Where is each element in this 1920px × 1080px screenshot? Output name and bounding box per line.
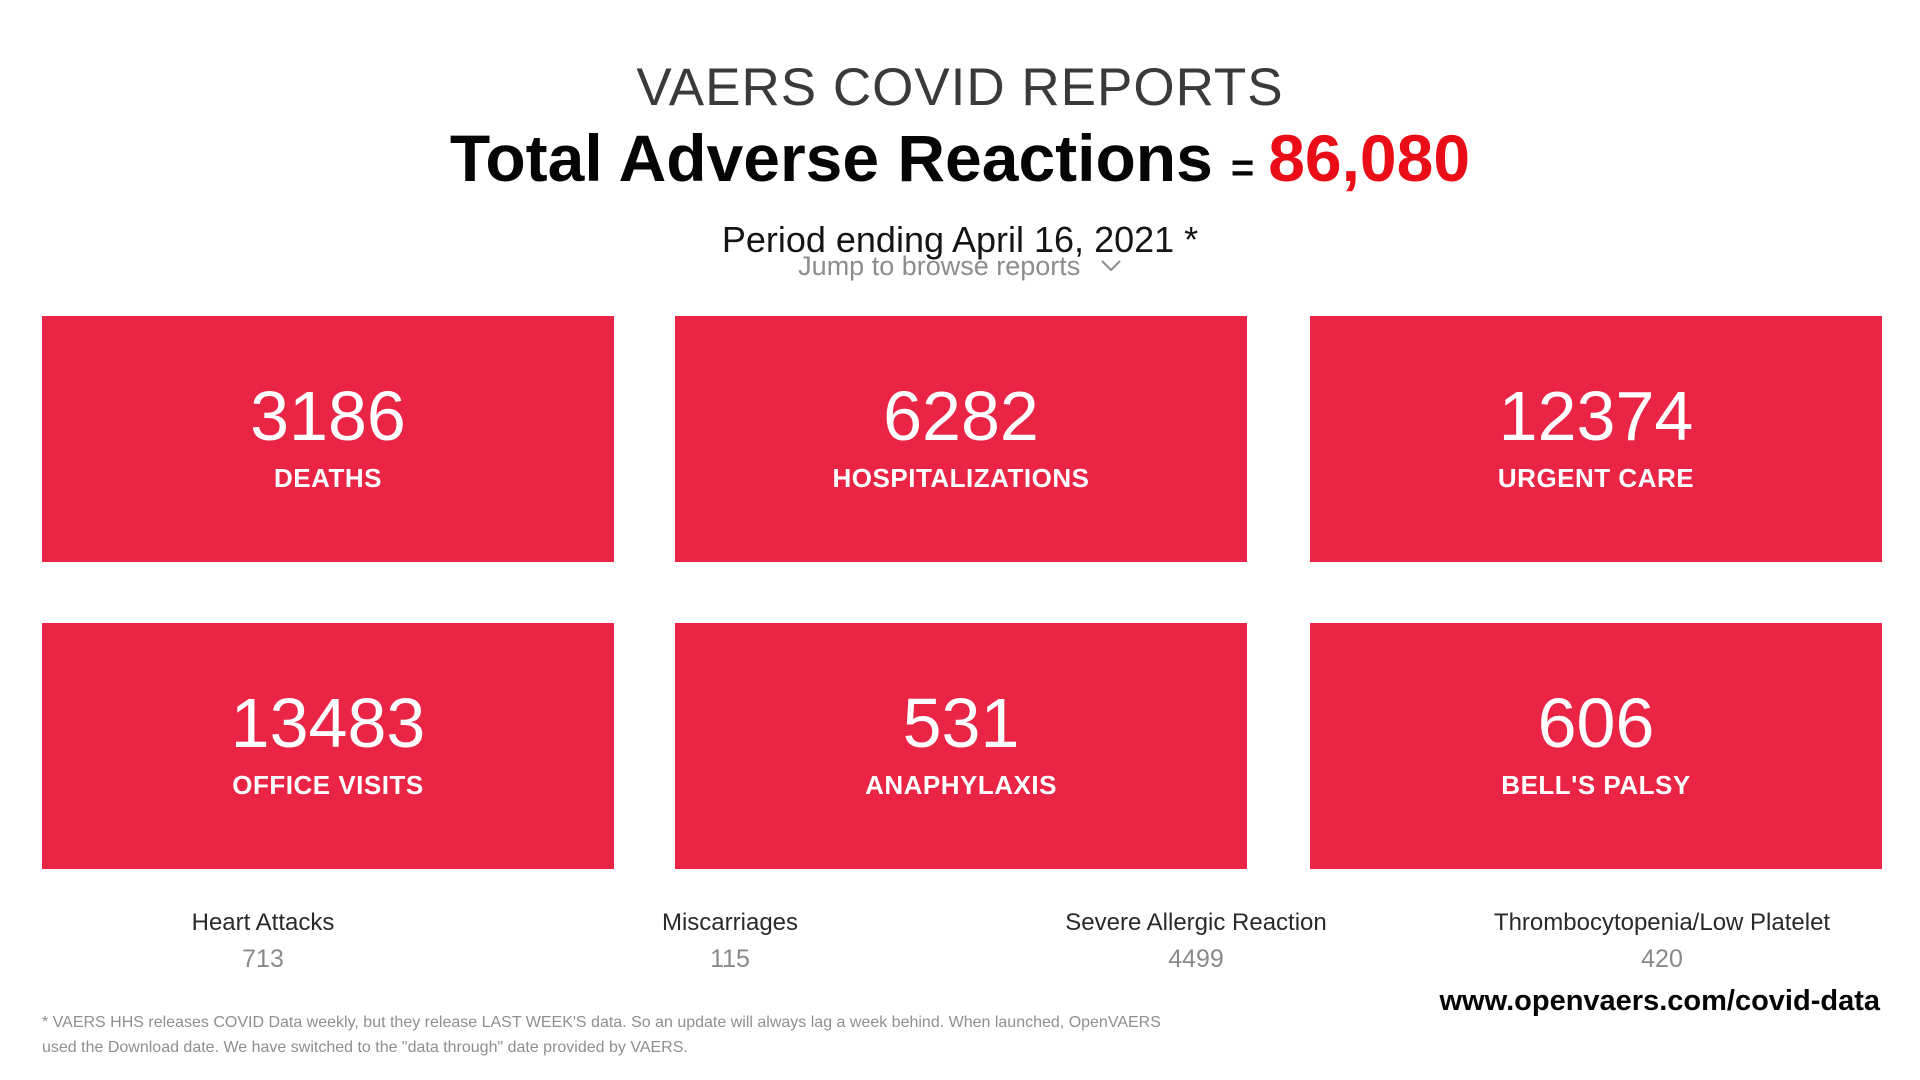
stat-label: Thrombocytopenia/Low Platelet	[1493, 909, 1831, 936]
card-label: OFFICE VISITS	[232, 770, 424, 800]
page-title: Total Adverse Reactions = 86,080	[0, 120, 1920, 215]
card-value: 12374	[1498, 377, 1694, 455]
card-label: DEATHS	[274, 463, 382, 493]
card-value: 606	[1537, 684, 1655, 762]
header: VAERS COVID REPORTS Total Adverse Reacti…	[0, 58, 1920, 263]
card-value: 3186	[250, 377, 406, 455]
total-count: 86,080	[1268, 121, 1471, 195]
stat-label: Miscarriages	[661, 909, 799, 936]
stat-label: Heart Attacks	[191, 909, 335, 936]
stat-severe-allergic-reaction: Severe Allergic Reaction 4499	[1016, 905, 1376, 977]
chevron-down-icon	[1100, 250, 1122, 280]
stat-value: 713	[242, 945, 284, 973]
stat-value: 420	[1641, 945, 1683, 973]
stat-heart-attacks: Heart Attacks 713	[83, 905, 443, 977]
stat-miscarriages: Miscarriages 115	[550, 905, 910, 977]
period-text: Period ending April 16, 2021 *	[721, 219, 1199, 260]
footnote: * VAERS HHS releases COVID Data weekly, …	[42, 1014, 1161, 1056]
page-kicker: VAERS COVID REPORTS	[636, 58, 1284, 117]
card-value: 531	[902, 684, 1020, 762]
jump-label: Jump to browse reports	[798, 251, 1081, 281]
stat-card-hospitalizations: 6282 HOSPITALIZATIONS	[675, 316, 1247, 562]
stat-value: 4499	[1168, 945, 1224, 973]
card-label: HOSPITALIZATIONS	[832, 463, 1090, 493]
jump-to-reports-link[interactable]: Jump to browse reports	[0, 250, 1920, 286]
site-url: www.openvaers.com/covid-data	[1439, 985, 1881, 1017]
card-label: ANAPHYLAXIS	[865, 770, 1057, 800]
equals-sign: =	[1230, 146, 1255, 190]
stat-thrombocytopenia: Thrombocytopenia/Low Platelet 420	[1482, 905, 1842, 977]
card-label: URGENT CARE	[1497, 463, 1695, 493]
stat-card-anaphylaxis: 531 ANAPHYLAXIS	[675, 623, 1247, 869]
stat-label: Severe Allergic Reaction	[1065, 909, 1327, 936]
stat-card-urgent-care: 12374 URGENT CARE	[1310, 316, 1882, 562]
card-value: 13483	[230, 684, 426, 762]
stat-card-bells-palsy: 606 BELL'S PALSY	[1310, 623, 1882, 869]
headline-text: Total Adverse Reactions	[449, 121, 1213, 195]
stat-card-office-visits: 13483 OFFICE VISITS	[42, 623, 614, 869]
stat-card-deaths: 3186 DEATHS	[42, 316, 614, 562]
card-value: 6282	[883, 377, 1039, 455]
card-label: BELL'S PALSY	[1501, 770, 1691, 800]
stat-value: 115	[710, 945, 750, 973]
